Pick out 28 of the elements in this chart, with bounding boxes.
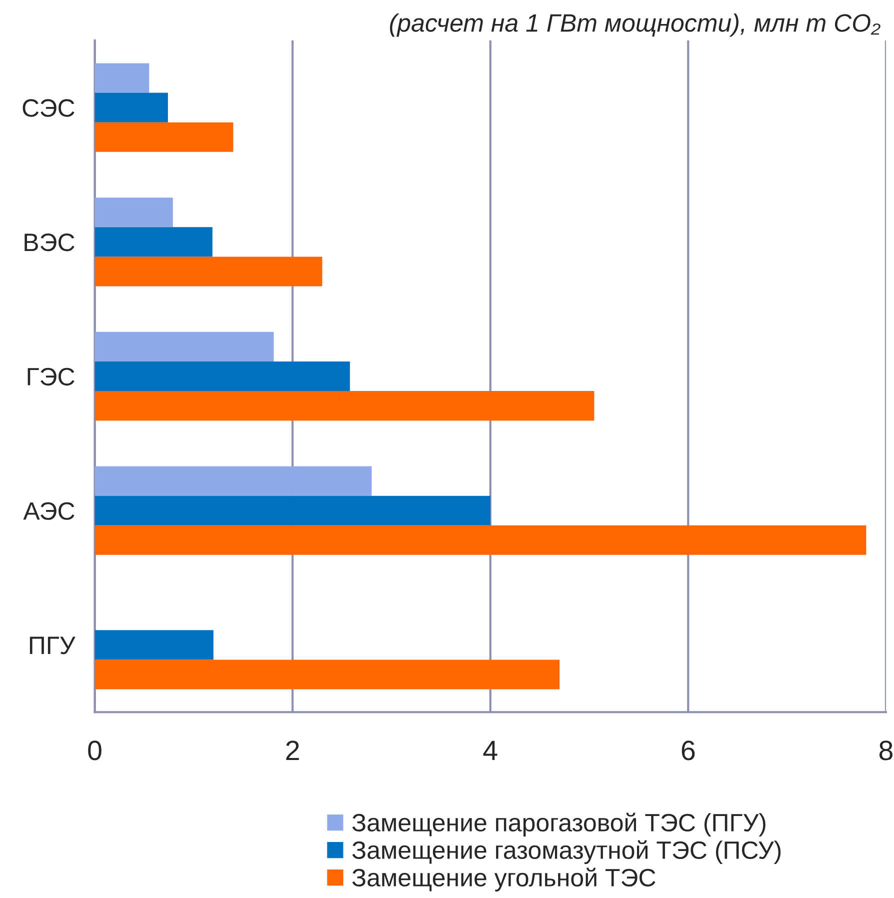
bar — [94, 466, 372, 496]
bar — [94, 198, 173, 228]
x-tick-label: 8 — [879, 740, 892, 760]
x-tick-label: 4 — [483, 740, 498, 760]
legend-label: Замещение парогазовой ТЭС (ПГУ) — [352, 812, 766, 836]
bar — [94, 332, 274, 362]
bar — [94, 660, 560, 690]
bar — [94, 525, 866, 555]
bar — [94, 122, 234, 152]
bar — [94, 630, 214, 660]
bar — [94, 361, 350, 392]
chart-title: (расчет на 1 ГВт мощности), млн т CO₂ — [390, 13, 880, 37]
y-tick-label: ПГУ — [30, 636, 76, 654]
bar — [94, 496, 490, 526]
bar — [94, 63, 150, 93]
y-tick-label: ГЭС — [28, 368, 74, 386]
y-tick-label: ВЭС — [24, 234, 74, 252]
x-tick-label: 0 — [88, 740, 102, 760]
legend-label: Замещение угольной ТЭС — [352, 868, 656, 892]
x-tick-label: 2 — [286, 740, 299, 760]
y-tick-label: АЭС — [23, 502, 74, 520]
legend-label: Замещение газомазутной ТЭС (ПСУ) — [352, 840, 781, 864]
bar — [94, 227, 212, 257]
bar — [94, 256, 322, 286]
bar — [94, 92, 168, 122]
y-tick-label: СЭС — [22, 99, 74, 117]
bar — [94, 391, 594, 421]
x-tick-label: 6 — [682, 740, 695, 760]
